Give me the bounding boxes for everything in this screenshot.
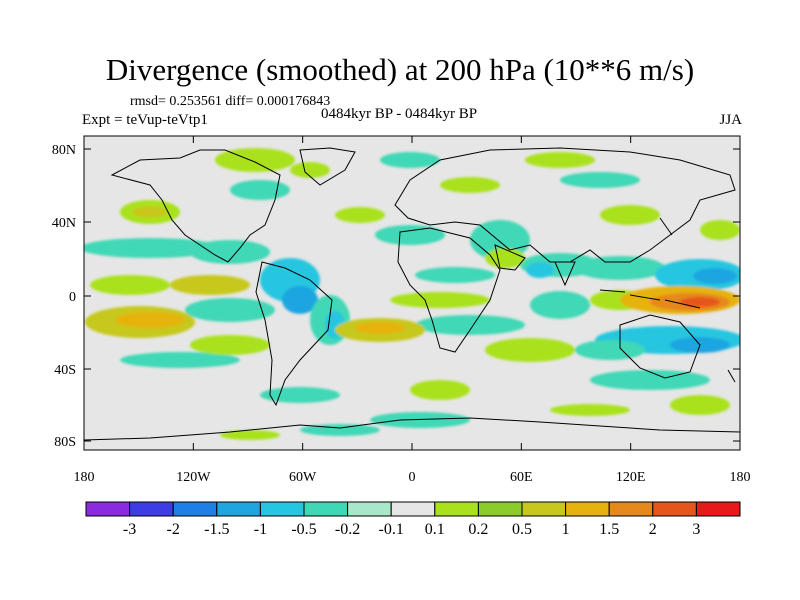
colorbar-label: -1 (254, 521, 267, 538)
colorbar-swatch (608, 501, 654, 517)
stats-text: rmsd= 0.253561 diff= 0.000176843 (130, 94, 331, 109)
lon-label: 60E (510, 470, 533, 485)
lon-label: 0 (409, 470, 416, 485)
lon-label: 180 (74, 470, 95, 485)
colorbar-swatch (259, 501, 305, 517)
colorbar-swatch (347, 501, 392, 517)
colorbar-label: 0.2 (468, 521, 488, 538)
colorbar-label: 0.5 (512, 521, 532, 538)
colorbar-label: -2 (167, 521, 180, 538)
lon-label: 180 (730, 470, 751, 485)
lon-label: 120E (616, 470, 646, 485)
colorbar-label: 2 (649, 521, 657, 538)
colorbar-swatch (695, 501, 741, 517)
period-text: 0484kyr BP - 0484kyr BP (321, 106, 478, 122)
season-label: JJA (719, 112, 742, 128)
colorbar-swatch (565, 501, 610, 517)
experiment-label: Expt = teVup-teVtp1 (82, 112, 208, 128)
colorbar-swatch (652, 501, 697, 517)
colorbar-label: 3 (692, 521, 700, 538)
chart-title: Divergence (smoothed) at 200 hPa (10**6 … (105, 52, 695, 87)
colorbar-label: -3 (123, 521, 136, 538)
latitude-axis: 80N 40N 0 40S 80S (52, 143, 740, 450)
colorbar-swatch (129, 501, 174, 517)
colorbar-swatch (216, 501, 261, 517)
colorbar-swatch (172, 501, 218, 517)
colorbar-label: -0.2 (335, 521, 360, 538)
colorbar-label: -1.5 (204, 521, 229, 538)
lon-label: 60W (289, 470, 317, 485)
lat-label: 80N (52, 143, 76, 158)
colorbar-label: 1.5 (599, 521, 619, 538)
lat-label: 80S (54, 435, 76, 450)
colorbar-label: 1 (562, 521, 570, 538)
colorbar-swatch (390, 501, 436, 517)
colorbar-swatch (85, 501, 131, 517)
lat-label: 40N (52, 216, 76, 231)
colorbar-label: -0.1 (379, 521, 404, 538)
lon-label: 120W (176, 470, 211, 485)
lat-label: 0 (69, 290, 76, 305)
colorbar-swatch (521, 501, 567, 517)
coastlines (84, 147, 740, 441)
colorbar-label: 0.1 (425, 521, 445, 538)
lat-label: 40S (54, 363, 76, 378)
colorbar-swatch (434, 501, 479, 517)
colorbar: -3 -2 -1.5 -1 -0.5 -0.2 -0.1 0.1 0.2 0.5 1 1.5 2 3 (85, 501, 741, 538)
colorbar-swatch (477, 501, 523, 517)
longitude-axis: 180 120W 60W 0 60E 120E 180 (74, 136, 751, 485)
colorbar-label: -0.5 (291, 521, 316, 538)
colorbar-swatch (303, 501, 349, 517)
